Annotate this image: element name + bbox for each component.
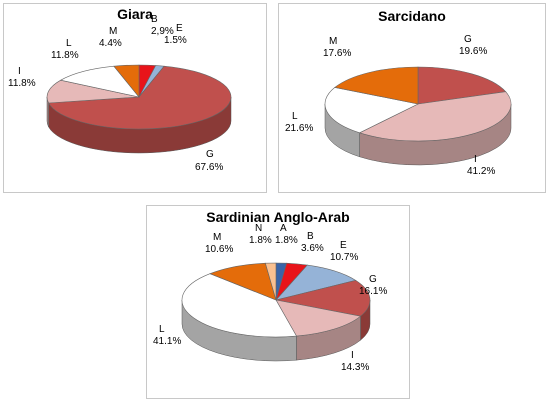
slice-label-i: I bbox=[351, 350, 354, 361]
slice-label-g: G bbox=[206, 149, 214, 160]
chart-title-sardinian-anglo-arab: Sardinian Anglo-Arab bbox=[206, 209, 350, 225]
slice-value-b: 2,9% bbox=[151, 26, 174, 37]
slice-label-l: L bbox=[66, 38, 72, 49]
pie-chart-giara: B2,9% E1.5%G67.6%I11.8%L11.8%M4.4% bbox=[8, 14, 232, 173]
slice-i bbox=[46, 79, 140, 104]
slice-l bbox=[181, 273, 297, 338]
slice-value-e: 10.7% bbox=[330, 252, 358, 263]
slice-g bbox=[275, 280, 371, 317]
slice-value-g: 19.6% bbox=[459, 46, 487, 57]
slice-label-m: M bbox=[329, 36, 337, 47]
slice-label-e: E bbox=[340, 240, 347, 251]
pie-chart-sardinian-anglo-arab: A1.8% B3.6% E10.7%G16.1%I14.3%L41.1%M10.6%… bbox=[153, 223, 387, 373]
slice-label-m: M bbox=[213, 232, 221, 243]
slice-value-e: 1.5% bbox=[164, 35, 187, 46]
slice-l bbox=[324, 87, 419, 134]
slice-value-i: 14.3% bbox=[341, 362, 369, 373]
slice-label-b: B bbox=[307, 231, 314, 242]
slice-value-b: 3.6% bbox=[301, 243, 324, 254]
slice-value-i: 11.8% bbox=[8, 78, 36, 89]
slice-label-a: A bbox=[280, 223, 287, 234]
slice-value-i: 41.2% bbox=[467, 166, 495, 177]
slice-value-l: 21.6% bbox=[285, 123, 313, 134]
slice-label-i: I bbox=[18, 66, 21, 77]
slice-label-g: G bbox=[464, 34, 472, 45]
slice-value-a: 1.8% bbox=[275, 235, 298, 246]
pie-panel-giara: Giara B 2,9% E 1.5% G 67.6% I 11.8% L 11.8% M 4.4% bbox=[3, 3, 267, 193]
slice-m bbox=[113, 64, 140, 98]
slice-value-l: 41.1% bbox=[153, 336, 181, 347]
pie-panel-sarcidano: Sarcidano G 19.6% I 41.2% L 21.6% M 17.6% bbox=[278, 3, 546, 193]
slice-g bbox=[48, 65, 232, 130]
chart-title-sarcidano: Sarcidano bbox=[378, 8, 446, 24]
pie-chart-sarcidano: G19.6% I41.2% L21.6% M17.6% bbox=[285, 34, 512, 177]
slice-value-n: 1.8% bbox=[249, 235, 272, 246]
pie-panel-sardinian-anglo-arab: Sardinian Anglo-Arab A 1.8% B 3.6% E 10.7% G 16… bbox=[146, 205, 410, 399]
slice-label-e: E bbox=[176, 23, 183, 34]
slice-value-g: 67.6% bbox=[195, 162, 223, 173]
slice-label-l: L bbox=[292, 111, 298, 122]
slice-value-m: 10.6% bbox=[205, 244, 233, 255]
slice-value-m: 17.6% bbox=[323, 48, 351, 59]
slice-l bbox=[59, 65, 140, 98]
slice-value-l: 11.8% bbox=[51, 50, 79, 61]
slice-i bbox=[358, 91, 512, 142]
slice-label-i: I bbox=[474, 154, 477, 165]
slice-i bbox=[275, 299, 362, 337]
slice-value-g: 16.1% bbox=[359, 286, 387, 297]
slice-label-l: L bbox=[159, 324, 165, 335]
slice-label-m: M bbox=[109, 26, 117, 37]
slice-value-m: 4.4% bbox=[99, 38, 122, 49]
slice-label-g: G bbox=[369, 274, 377, 285]
slice-label-b: B bbox=[151, 14, 158, 25]
slice-label-n: N bbox=[255, 223, 262, 234]
chart-title-giara: Giara bbox=[117, 6, 153, 22]
slice-m bbox=[334, 66, 419, 105]
slice-n bbox=[264, 262, 277, 301]
